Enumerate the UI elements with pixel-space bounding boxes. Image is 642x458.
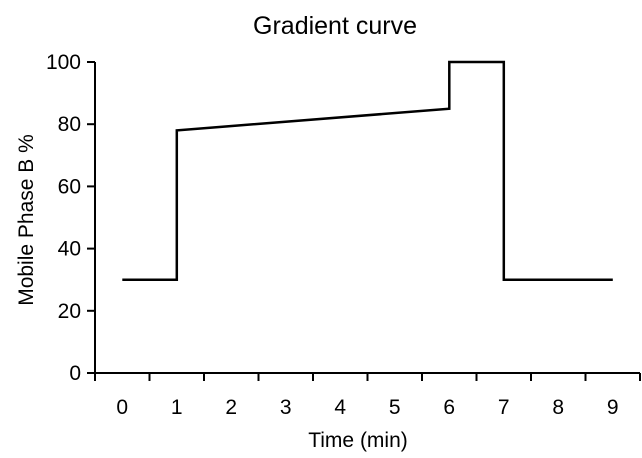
y-tick-label: 80 (58, 113, 81, 136)
x-tick-label: 2 (225, 396, 237, 419)
x-axis-label: Time (min) (308, 429, 408, 452)
y-ticks: 0 20 40 60 80 100 (46, 51, 95, 385)
chart-title: Gradient curve (253, 12, 417, 40)
y-tick-label: 20 (58, 300, 81, 323)
x-tick-label: 3 (280, 396, 292, 419)
x-tick-label: 0 (116, 396, 128, 419)
x-tick-label: 1 (171, 396, 183, 419)
y-axis-label: Mobile Phase B % (15, 134, 38, 306)
gradient-line (122, 60, 613, 281)
x-tick-label: 9 (607, 396, 619, 419)
y-tick-label: 60 (58, 175, 81, 198)
x-tick-label: 6 (443, 396, 455, 419)
x-tick-label: 8 (552, 396, 564, 419)
y-tick-label: 0 (69, 362, 81, 385)
y-tick-label: 100 (46, 51, 81, 74)
x-tick-label: 4 (334, 396, 346, 419)
y-tick-label: 40 (58, 238, 81, 261)
plot-series (122, 60, 613, 281)
x-tick-label: 5 (389, 396, 401, 419)
x-tick-label: 7 (498, 396, 510, 419)
x-ticks: 0 1 2 3 4 5 6 7 8 9 (94, 373, 641, 419)
